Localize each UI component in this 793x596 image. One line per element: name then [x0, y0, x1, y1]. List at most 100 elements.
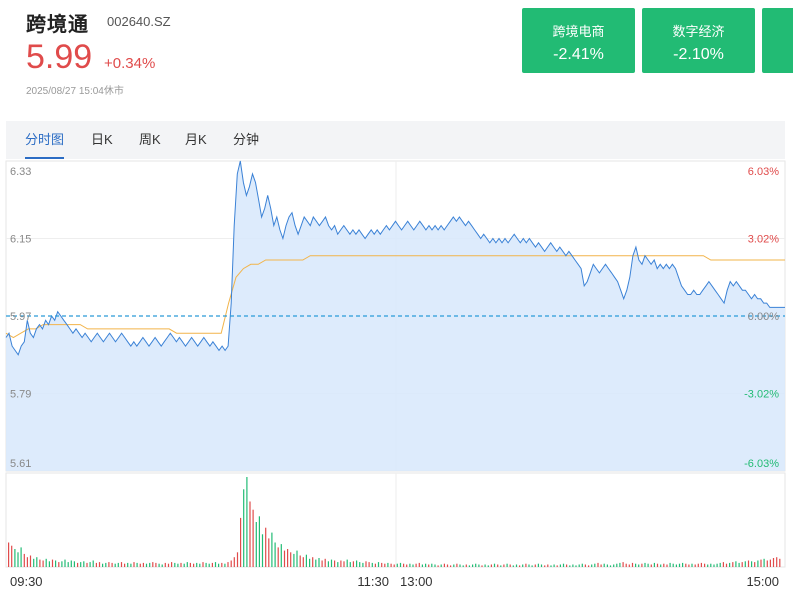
- percent-axis-labels: 6.03% 3.02% 0.00% -3.02% -6.03%: [744, 166, 779, 470]
- volume-bar: [186, 562, 188, 567]
- volume-bar: [766, 560, 768, 567]
- volume-bar: [127, 562, 129, 567]
- time-tick-label: 15:00: [746, 574, 779, 589]
- volume-bar: [669, 562, 671, 567]
- volume-bar: [365, 561, 367, 567]
- tab-minute[interactable]: 分钟: [233, 132, 260, 147]
- volume-bar: [578, 564, 580, 567]
- volume-bar: [349, 562, 351, 567]
- volume-bar: [581, 563, 583, 567]
- volume-bar: [528, 564, 530, 567]
- volume-bar: [396, 563, 398, 567]
- sector-tile-digital-economy[interactable]: 数字经济 -2.10%: [642, 8, 755, 73]
- price-tick-label: 6.33: [10, 166, 31, 178]
- time-tick-label: 11:30: [357, 574, 389, 589]
- volume-bar: [588, 565, 590, 567]
- volume-bar: [591, 564, 593, 567]
- volume-bar: [11, 545, 13, 567]
- volume-bar: [512, 565, 514, 567]
- volume-bar: [700, 562, 702, 567]
- volume-bar: [619, 562, 621, 567]
- volume-bar: [725, 563, 728, 567]
- volume-bar: [710, 563, 712, 567]
- volume-bar: [80, 562, 82, 567]
- volume-bar: [296, 550, 298, 567]
- volume-bar: [594, 563, 596, 567]
- volume-bar: [738, 562, 740, 567]
- price-tick-label: 5.61: [10, 458, 31, 470]
- volume-bar: [772, 558, 775, 567]
- volume-bar: [268, 538, 270, 567]
- sector-tile-pinduoduo[interactable]: 拼多 -: [762, 8, 793, 73]
- volume-bar: [556, 565, 558, 567]
- volume-bar: [713, 564, 715, 567]
- price-tick-label: 5.97: [10, 311, 31, 323]
- volume-bar: [415, 563, 417, 567]
- volume-bar: [111, 562, 113, 567]
- volume-bar: [368, 562, 370, 567]
- volume-bar: [249, 501, 251, 567]
- volume-bar: [660, 564, 662, 567]
- volume-bar: [299, 555, 301, 567]
- tab-weekly-k[interactable]: 周K: [139, 132, 161, 147]
- volume-bar: [666, 564, 668, 567]
- volume-bar: [23, 553, 25, 567]
- tab-monthly-k[interactable]: 月K: [185, 132, 207, 147]
- volume-bar: [559, 564, 561, 567]
- volume-bar: [741, 562, 743, 567]
- volume-bar: [171, 562, 173, 567]
- volume-bar: [374, 563, 376, 567]
- tab-intraday[interactable]: 分时图: [25, 121, 65, 159]
- volume-bar: [202, 562, 204, 567]
- volume-bar: [600, 564, 602, 567]
- volume-bar: [193, 563, 195, 567]
- volume-bar: [638, 564, 640, 567]
- volume-bar: [139, 563, 141, 567]
- volume-bar: [89, 562, 91, 567]
- volume-bar: [675, 564, 677, 567]
- price-area-fill: [6, 161, 785, 471]
- volume-bar: [428, 564, 430, 567]
- stock-code: 002640.SZ: [107, 14, 171, 29]
- volume-bar: [92, 560, 94, 567]
- price-line: [5, 160, 785, 356]
- chart-tab-bar: 分时图 日K 周K 月K 分钟: [6, 121, 785, 159]
- volume-bar: [180, 562, 182, 567]
- volume-bar: [330, 559, 333, 567]
- time-axis-labels: 09:30 11:30 13:00 15:00: [10, 574, 779, 589]
- volume-bar: [240, 517, 242, 567]
- sector-tile-cross-border-ecommerce[interactable]: 跨境电商 -2.41%: [522, 8, 635, 73]
- volume-bar: [334, 560, 336, 567]
- tab-daily-k[interactable]: 日K: [91, 132, 113, 147]
- sector-tile-name: 跨境电商: [552, 24, 605, 39]
- volume-bar: [453, 564, 455, 567]
- volume-bar: [277, 547, 279, 567]
- percent-tick-label: 3.02%: [748, 234, 779, 246]
- volume-bar: [315, 559, 317, 567]
- volume-bar: [243, 489, 245, 567]
- volume-bar: [672, 563, 674, 567]
- volume-bar: [719, 562, 721, 567]
- volume-bar: [233, 557, 235, 567]
- volume-bar: [255, 522, 257, 567]
- volume-bar: [732, 562, 734, 567]
- volume-bar: [283, 550, 286, 567]
- volume-bar: [431, 563, 433, 567]
- volume-bar: [569, 565, 571, 567]
- volume-bar: [312, 557, 314, 567]
- volume-bar: [45, 558, 47, 567]
- volume-bar: [124, 563, 126, 567]
- volume-bar: [663, 563, 665, 567]
- volume-bar: [189, 562, 191, 567]
- volume-bar: [164, 562, 166, 567]
- percent-tick-label: 0.00%: [748, 311, 779, 323]
- volume-bar: [478, 564, 480, 567]
- volume-bar: [409, 563, 411, 567]
- volume-bar: [525, 563, 527, 567]
- volume-bar: [490, 564, 492, 567]
- price-tick-label: 5.79: [10, 389, 31, 401]
- volume-bar: [230, 560, 232, 567]
- volume-bar: [628, 564, 630, 567]
- volume-bar: [691, 563, 693, 567]
